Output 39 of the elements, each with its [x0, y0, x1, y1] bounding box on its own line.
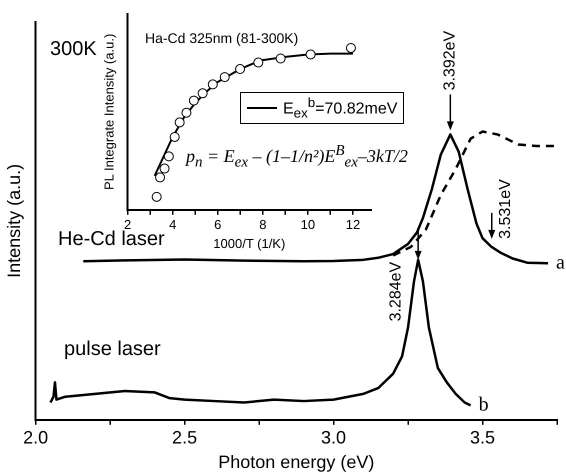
x-tick-label: 3.0 [321, 428, 346, 448]
point [235, 64, 246, 74]
point [198, 88, 208, 98]
point [181, 108, 192, 118]
x-tick-label: 4 [169, 217, 176, 232]
series-label: b [478, 394, 489, 416]
point [208, 79, 218, 90]
x-tick-label: 12 [346, 217, 360, 232]
point [276, 54, 286, 64]
point [170, 132, 180, 142]
point [346, 42, 356, 53]
annotation: 3.531eV [497, 178, 514, 239]
x-axis-title: 1000/T (1/K) [213, 236, 286, 251]
x-tick-label: 8 [259, 217, 266, 232]
point [306, 49, 316, 60]
x-tick-label: 10 [300, 217, 316, 232]
y-axis-title: PL Integrate Intensity (a.u.) [101, 34, 116, 190]
point [155, 172, 166, 182]
annotation: p$_{n}$ = E$_{ex}$ – (1–1/n²)E$^{B}$$_{ex}$–3kT/2 [186, 143, 408, 172]
x-axis-title: Photon energy (eV) [218, 452, 374, 472]
point [152, 192, 162, 202]
x-tick-label: 2.0 [23, 428, 48, 448]
x-tick-label: 2.5 [172, 428, 198, 448]
y-axis-title: Intensity (a.u.) [4, 164, 24, 278]
series-label: a [556, 252, 566, 274]
point [164, 151, 174, 162]
point [160, 164, 170, 174]
text: 300K [50, 38, 97, 60]
annotation: pulse laser [64, 338, 161, 360]
legend-label: E$_{ex}$$^{b}$=70.82meV [283, 95, 398, 121]
point [188, 96, 199, 106]
point [220, 72, 230, 82]
point [174, 117, 185, 128]
point [253, 58, 264, 68]
text: Ha-Cd 325nm (81-300K) [145, 30, 298, 46]
annotation: 3.392eV [442, 30, 459, 90]
annotation: 3.284eV [388, 261, 405, 322]
x-tick-label: 6 [214, 217, 222, 232]
x-tick-label: 3.5 [470, 428, 496, 448]
